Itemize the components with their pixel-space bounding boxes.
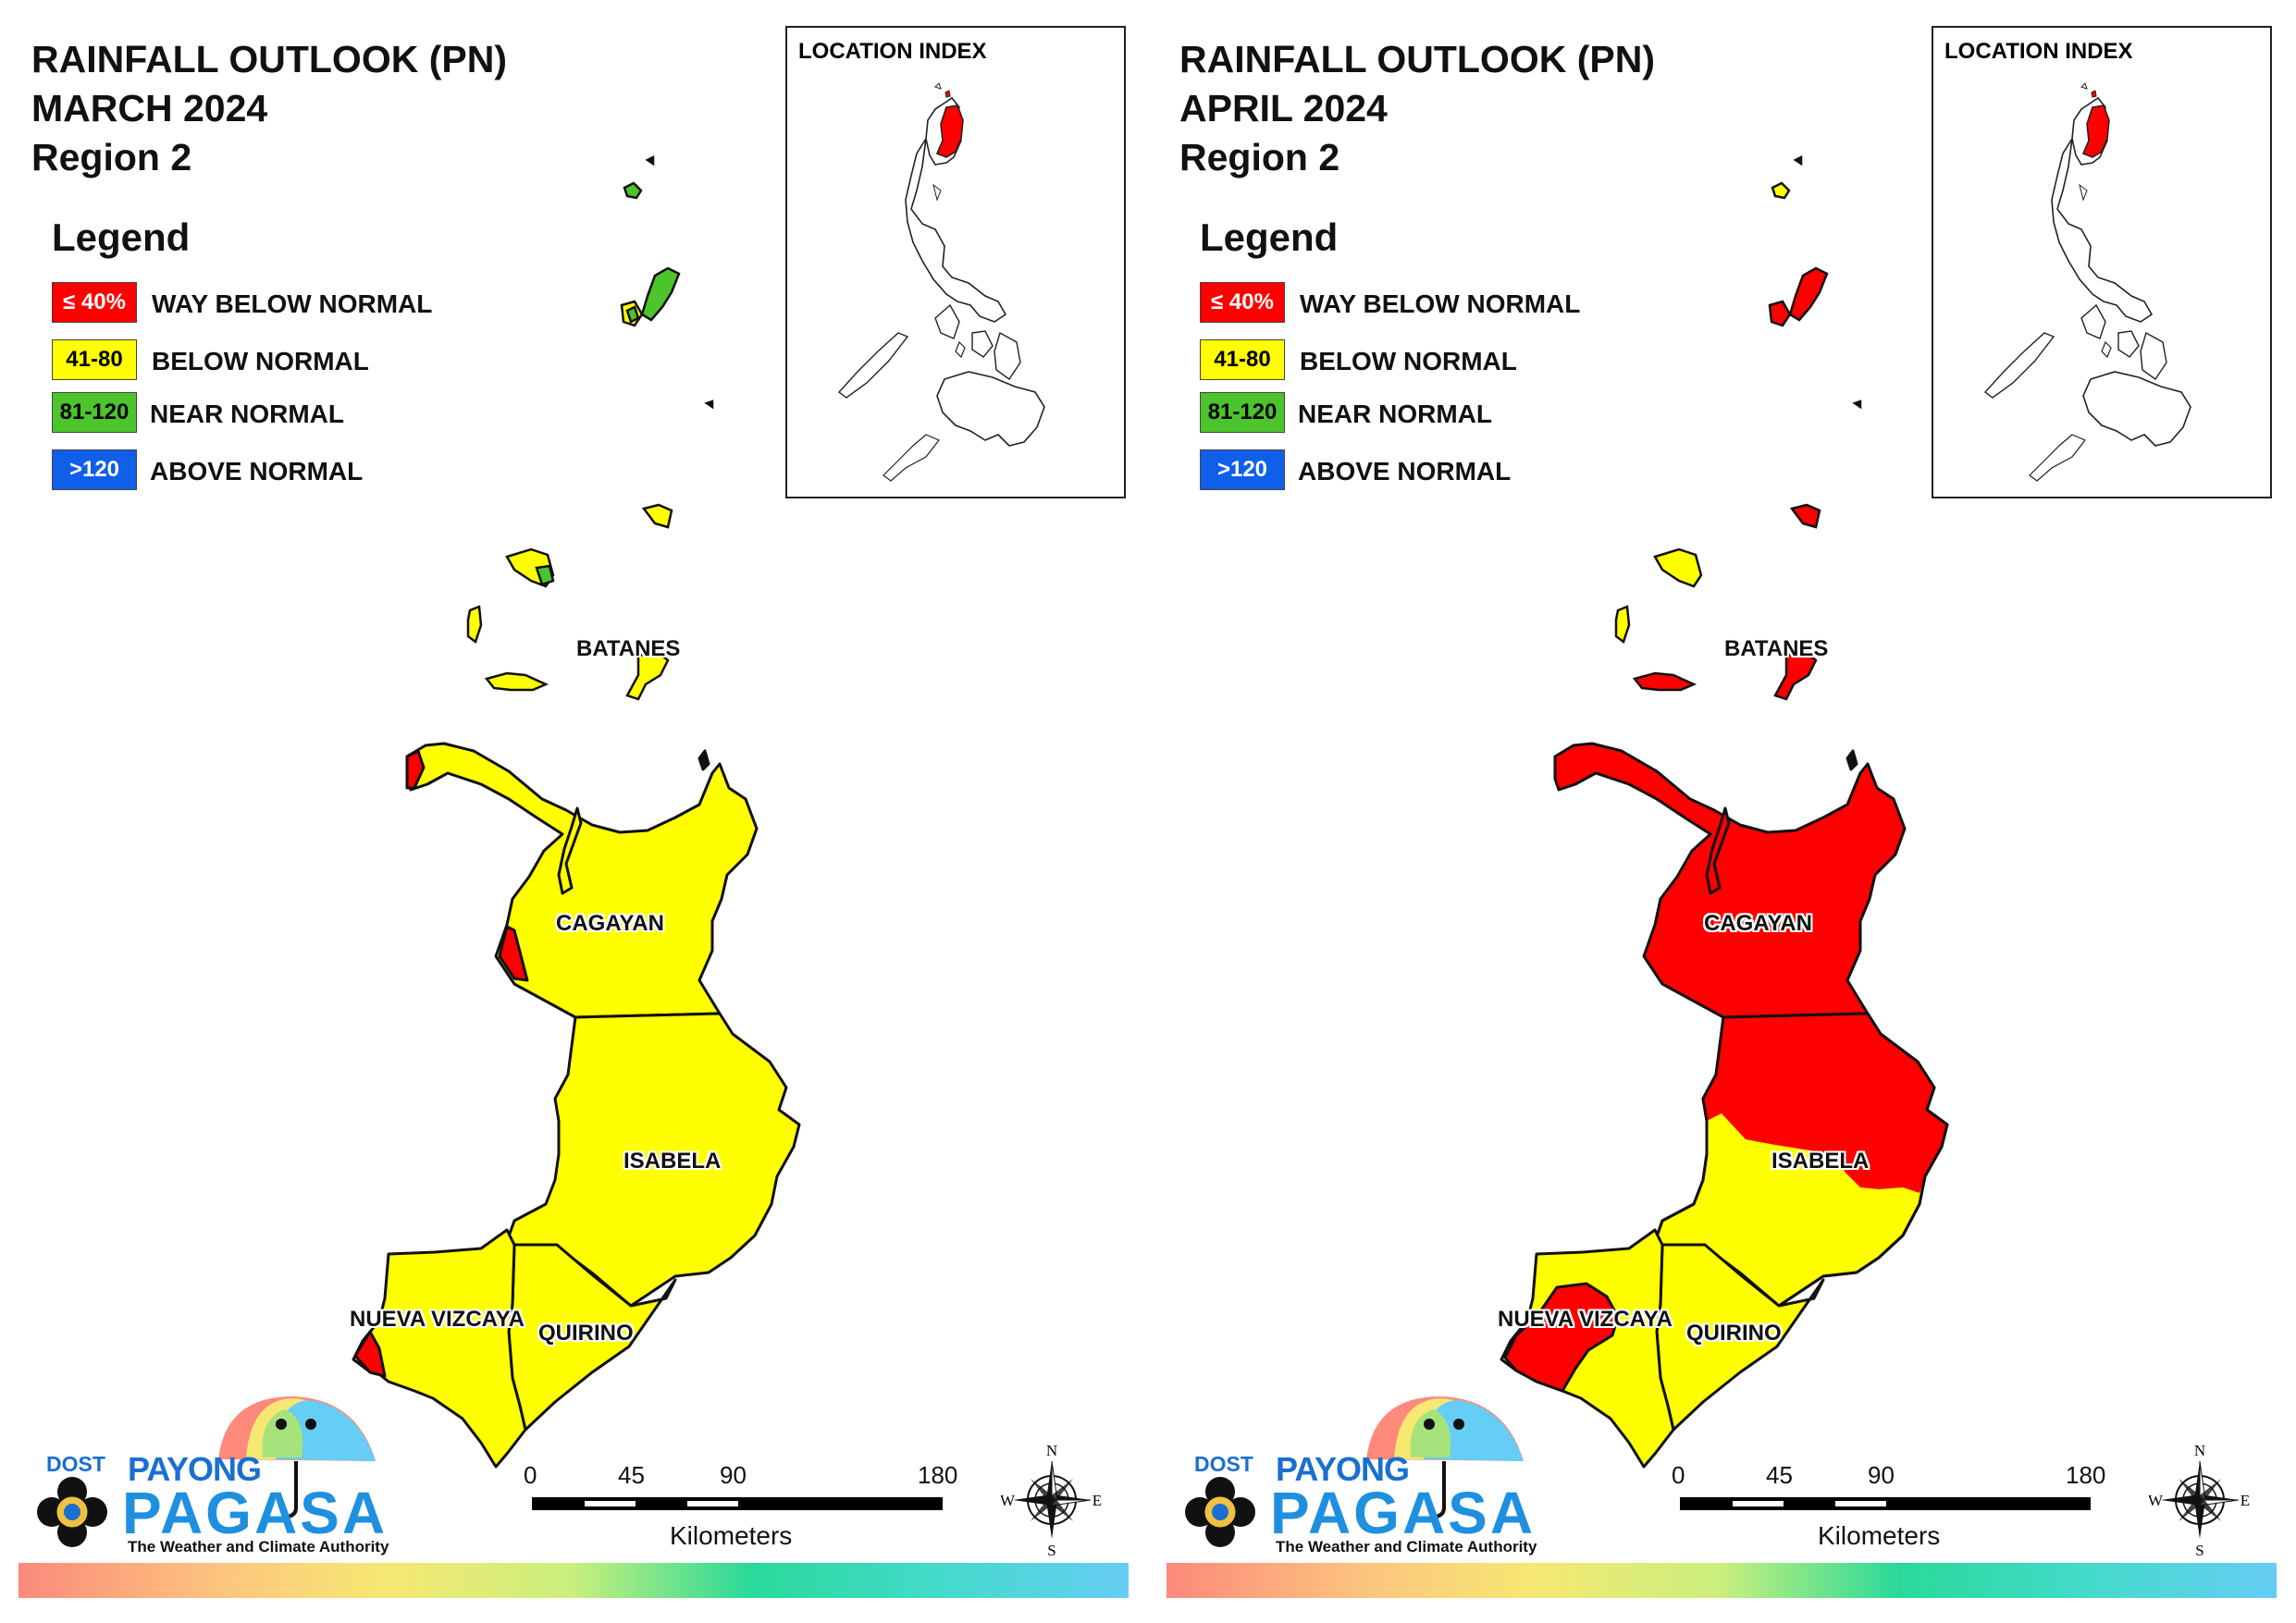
label-batanes: BATANES: [1724, 636, 1829, 661]
cagayan-province: [1553, 742, 1907, 1019]
legend-swatch: ≤ 40%: [52, 282, 137, 323]
scale-tick-180: 180: [918, 1461, 958, 1489]
pagasa-logo: DOST PAYONG PAGASA The Weather and Clima…: [33, 1387, 389, 1563]
location-index: LOCATION INDEX: [1932, 26, 2272, 498]
compass-n: N: [1046, 1442, 1057, 1459]
label-nueva-vizcaya: NUEVA VIZCAYA: [350, 1307, 525, 1332]
scale-tick-0: 0: [524, 1461, 537, 1489]
provinces: [352, 742, 801, 1469]
legend-label: BELOW NORMAL: [152, 347, 369, 375]
scale-tick-90: 90: [1868, 1461, 1895, 1489]
isabela-province: [503, 1012, 801, 1308]
legend-swatch: 81-120: [52, 392, 137, 433]
svg-text:N: N: [2194, 1442, 2205, 1459]
legend-swatch: >120: [1200, 449, 1285, 490]
label-cagayan: CAGAYAN: [556, 911, 664, 936]
label-batanes: BATANES: [576, 636, 681, 661]
brand-dost: DOST: [46, 1452, 105, 1476]
label-nueva-vizcaya: NUEVA VIZCAYA: [1498, 1307, 1673, 1332]
map-title: RAINFALL OUTLOOK (PN) MARCH 2024 Region …: [31, 35, 507, 182]
scale-tick-0: 0: [1672, 1461, 1685, 1489]
compass-rose-icon: N S E W: [2148, 1441, 2251, 1566]
legend-label: ABOVE NORMAL: [150, 457, 364, 486]
panel-april: RAINFALL OUTLOOK (PN) APRIL 2024 Region …: [1148, 0, 2296, 1623]
region-map: [352, 154, 801, 1469]
legend-title: Legend: [1200, 215, 1339, 259]
location-index-label: LOCATION INDEX: [1944, 39, 2133, 64]
label-quirino: QUIRINO: [538, 1321, 634, 1346]
scale-seg: [687, 1501, 738, 1506]
title-line-3: Region 2: [1179, 136, 1340, 178]
brand-dost: DOST: [1194, 1452, 1253, 1476]
scale-bar: [532, 1497, 943, 1510]
svg-text:S: S: [2195, 1542, 2203, 1559]
scale-unit: Kilometers: [1818, 1521, 1941, 1550]
provinces: [1500, 742, 1949, 1469]
brand-payong: PAYONG: [1276, 1450, 1410, 1488]
legend-label: WAY BELOW NORMAL: [152, 289, 433, 318]
location-index-label: LOCATION INDEX: [798, 39, 987, 64]
brand-pagasa: PAGASA: [1270, 1480, 1537, 1546]
compass-s: S: [1047, 1542, 1055, 1559]
scale-bar: [1680, 1497, 2091, 1510]
region-2-highlight: [935, 105, 964, 158]
scale-tick-90: 90: [720, 1461, 747, 1489]
babuyan-islands: [1614, 503, 1821, 701]
title-line-3: Region 2: [31, 136, 192, 178]
label-isabela: ISABELA: [1771, 1149, 1870, 1174]
cagayan-province: [405, 742, 759, 1019]
scale-tick-45: 45: [1766, 1461, 1793, 1489]
brand-payong: PAYONG: [128, 1450, 262, 1488]
brand-tagline: The Weather and Climate Authority: [128, 1538, 389, 1555]
title-line-1: RAINFALL OUTLOOK (PN): [1179, 38, 1655, 80]
pagasa-logo: DOST PAYONG PAGASA The Weather and Clima…: [1181, 1387, 1537, 1563]
scale-tick-45: 45: [618, 1461, 645, 1489]
legend-swatch: 41-80: [1200, 339, 1285, 380]
label-cagayan: CAGAYAN: [1704, 911, 1812, 936]
location-index: LOCATION INDEX: [785, 26, 1126, 498]
title-line-2: MARCH 2024: [31, 87, 268, 129]
legend-swatch: >120: [52, 449, 137, 490]
batanes-islands: [620, 154, 714, 410]
location-index-map: [1984, 82, 2191, 482]
brand-pagasa: PAGASA: [122, 1480, 389, 1546]
legend-label: ABOVE NORMAL: [1298, 457, 1512, 486]
svg-text:E: E: [2240, 1492, 2250, 1509]
legend-swatch: ≤ 40%: [1200, 282, 1285, 323]
legend-label: NEAR NORMAL: [1298, 400, 1492, 428]
map-title: RAINFALL OUTLOOK (PN) APRIL 2024 Region …: [1179, 35, 1655, 182]
legend-title: Legend: [52, 215, 191, 259]
svg-text:W: W: [2149, 1492, 2164, 1509]
legend-label: BELOW NORMAL: [1300, 347, 1517, 375]
scale-unit: Kilometers: [670, 1521, 793, 1550]
panel-march: RAINFALL OUTLOOK (PN) MARCH 2024 Region …: [19, 26, 1129, 1598]
compass-e: E: [1092, 1492, 1102, 1509]
title-line-2: APRIL 2024: [1179, 87, 1388, 129]
compass-rose-icon: N S E W: [1000, 1441, 1103, 1566]
region-map: [1500, 154, 1949, 1469]
batanes-islands: [1768, 154, 1862, 410]
compass-w: W: [1001, 1492, 1016, 1509]
location-index-map: [838, 82, 1045, 482]
scale-seg: [1835, 1501, 1886, 1506]
scale-seg: [585, 1501, 636, 1506]
legend-swatch: 81-120: [1200, 392, 1285, 433]
footer-gradient-bar: [19, 1563, 1129, 1598]
label-quirino: QUIRINO: [1686, 1321, 1782, 1346]
title-line-1: RAINFALL OUTLOOK (PN): [31, 38, 507, 80]
legend-swatch: 41-80: [52, 339, 137, 380]
footer-gradient-bar: [1167, 1563, 2277, 1598]
region-2-highlight: [2081, 105, 2110, 158]
brand-tagline: The Weather and Climate Authority: [1276, 1538, 1537, 1555]
babuyan-islands: [466, 503, 673, 701]
scale-seg: [1733, 1501, 1784, 1506]
legend-label: WAY BELOW NORMAL: [1300, 289, 1581, 318]
label-isabela: ISABELA: [623, 1149, 722, 1174]
legend-label: NEAR NORMAL: [150, 400, 344, 428]
scale-tick-180: 180: [2066, 1461, 2106, 1489]
